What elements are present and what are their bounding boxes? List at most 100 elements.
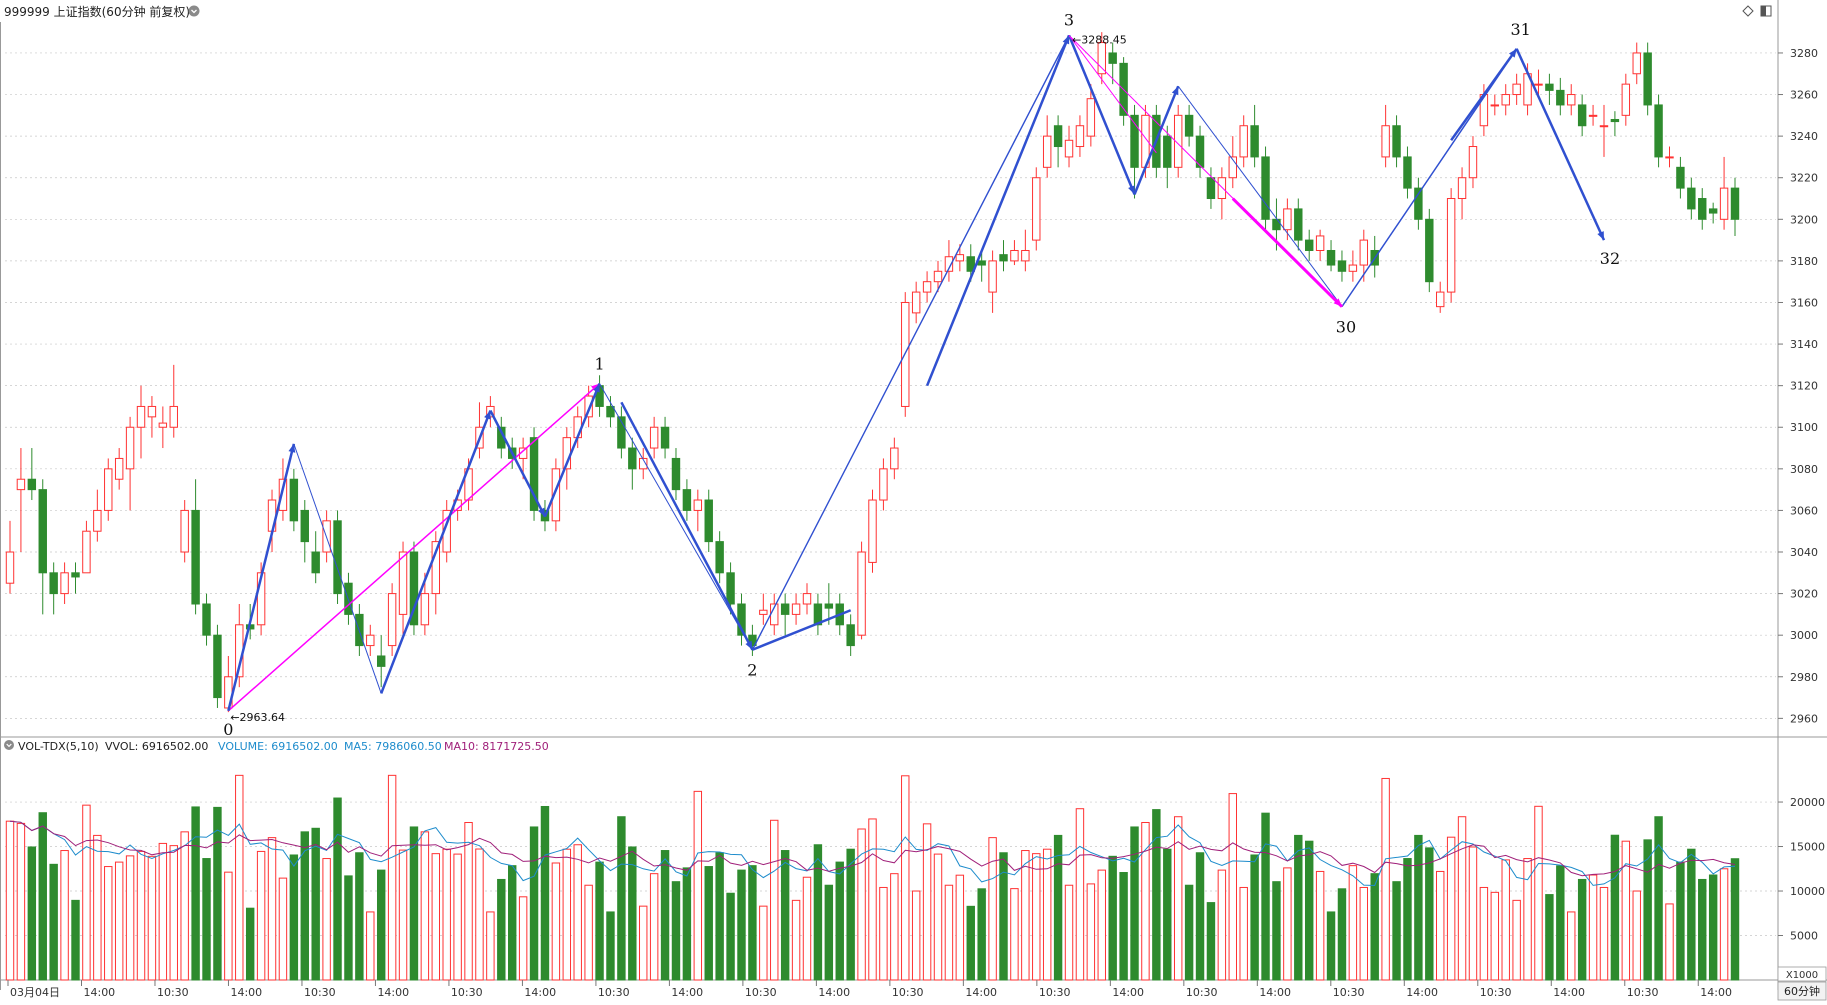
candle-up — [802, 593, 812, 605]
candle-up — [933, 270, 943, 283]
wave-arrow — [380, 410, 492, 694]
candle-down — [1108, 52, 1117, 64]
volume-bar-up — [901, 775, 910, 981]
diamond-icon[interactable] — [1742, 5, 1754, 17]
candle-up — [1457, 177, 1467, 200]
wave-arrow-arrowhead — [745, 640, 753, 650]
volume-bar-up — [398, 849, 408, 981]
volume-bar-down — [1272, 881, 1281, 981]
volume-bar-down — [1130, 826, 1139, 981]
volume-bar-up — [1217, 869, 1227, 981]
volume-bar-down — [202, 858, 211, 981]
candle-down — [999, 254, 1008, 262]
volume-bar-up — [1523, 858, 1532, 981]
candle-down — [1272, 218, 1281, 231]
volume-bar-up — [235, 774, 244, 981]
candle-up — [944, 256, 954, 272]
circle-chevron-down-icon[interactable] — [188, 5, 200, 17]
candle-up — [1665, 156, 1674, 159]
volume-bar-up — [147, 855, 157, 981]
circle-chevron-down-icon[interactable] — [4, 740, 14, 750]
wave-overlay: 0 1 2 3 30 31 32 ←2963.64 ←3288.45 — [223, 10, 1620, 738]
volume-bar-down — [508, 865, 517, 981]
candle-up — [366, 634, 375, 647]
volume-bar-up — [879, 886, 888, 981]
period-badge[interactable]: 60分钟 — [1777, 981, 1827, 1001]
time-tick-label: 14:00 — [1553, 986, 1585, 999]
candle-up — [868, 499, 877, 563]
wave-label: 32 — [1600, 249, 1620, 268]
time-tick-label: 14:00 — [671, 986, 703, 999]
volume-bar-up — [1239, 886, 1248, 981]
time-tick-label: 10:30 — [1480, 986, 1512, 999]
volume-bar-down — [49, 863, 58, 981]
candle-up — [1228, 156, 1237, 179]
volume-bar-down — [245, 907, 255, 981]
candle-up — [278, 478, 288, 511]
wave-line — [1177, 85, 1343, 307]
volume-bar-down — [846, 848, 855, 981]
candle-up — [955, 254, 965, 262]
volume-bar-down — [1425, 847, 1434, 981]
candle-up — [879, 468, 888, 501]
volume-bar-down — [497, 878, 506, 981]
volume-bar-up — [1490, 891, 1500, 981]
volume-bar-down — [1261, 812, 1270, 981]
volume-bar-up — [114, 861, 124, 981]
candle-down — [202, 603, 211, 636]
wave-arrow-arrowhead — [593, 383, 600, 393]
volume-bar-up — [890, 873, 899, 981]
volume-bar-down — [715, 852, 724, 981]
volume-bar-down — [191, 806, 200, 981]
candle-down — [191, 509, 200, 605]
volume-bar-up — [1567, 911, 1576, 981]
volume-bar-up — [431, 853, 441, 981]
volume-bar-up — [1665, 903, 1674, 981]
volume-bar-down — [355, 852, 364, 981]
candle-up — [1010, 249, 1019, 262]
time-tick-label: 10:30 — [1333, 986, 1365, 999]
price-tick-label: 3160 — [1790, 296, 1818, 309]
volume-bar-down — [1337, 888, 1347, 981]
volume-bar-up — [278, 877, 288, 981]
candle-down — [1294, 208, 1303, 241]
volume-bar-up — [136, 850, 146, 981]
candle-down — [529, 437, 539, 511]
volume-bar-up — [267, 837, 277, 981]
candle-down — [1261, 156, 1270, 220]
volume-bar-up — [1315, 870, 1325, 981]
candle-up — [1086, 98, 1096, 137]
volume-bar-down — [1708, 874, 1718, 981]
panel-toggle-icon[interactable] — [1760, 5, 1772, 17]
time-tick-label: 10:30 — [1039, 986, 1071, 999]
volume-bar-down — [1610, 834, 1620, 981]
volume-bar-down — [999, 852, 1008, 981]
volume-bar-up — [639, 905, 648, 981]
wave-arrow — [1515, 48, 1606, 241]
candle-down — [38, 489, 47, 574]
magenta-arrow-arrowhead — [1333, 298, 1342, 307]
volume-bar-up — [442, 848, 451, 981]
volume-bar-up — [1032, 853, 1041, 981]
time-tick-label: 10:30 — [304, 986, 336, 999]
candle-down — [846, 624, 855, 647]
volume-bar-up — [955, 874, 965, 981]
time-tick-label: 14:00 — [965, 986, 997, 999]
candle-down — [1425, 218, 1434, 283]
candle-up — [1348, 264, 1358, 272]
volume-bar-up — [5, 820, 15, 981]
volume-tick-label: 10000 — [1790, 885, 1825, 898]
candle-up — [584, 395, 593, 418]
volume-bars — [5, 774, 1740, 981]
volume-bar-down — [409, 826, 419, 981]
volume-axis: 5000 10000 15000 20000 — [1778, 796, 1825, 943]
volume-bar-up — [911, 890, 921, 981]
candle-down — [628, 447, 637, 470]
candle-up — [1064, 139, 1074, 158]
wave-arrow-arrowhead — [1508, 48, 1517, 58]
candle-down — [1337, 260, 1347, 272]
volume-bar-up — [988, 837, 997, 981]
volume-bar-down — [606, 911, 615, 981]
candle-up — [1632, 52, 1641, 75]
